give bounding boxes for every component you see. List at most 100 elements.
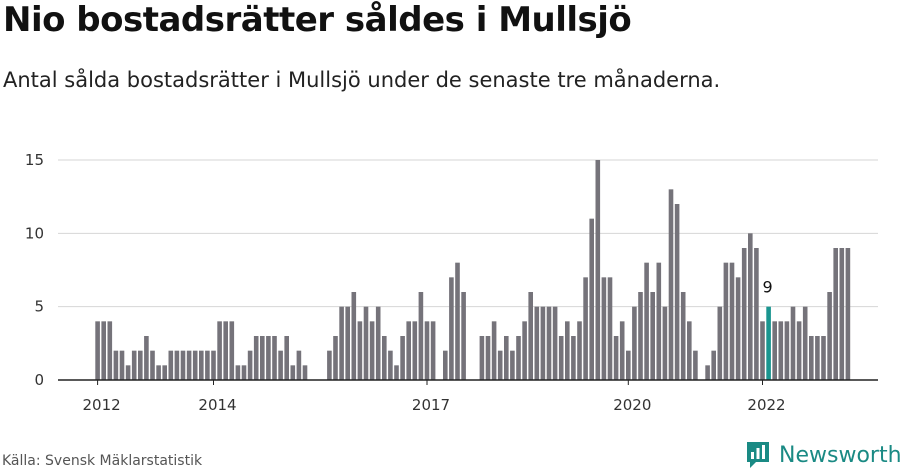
bar [833,248,838,380]
data-label: 9 [763,278,773,297]
bar [595,160,601,380]
bar [199,350,204,380]
bar [113,350,119,380]
bar [522,321,527,380]
bar [174,350,180,380]
bar [491,321,497,380]
bar [601,277,607,380]
y-tick-label: 10 [25,224,44,242]
bar [790,306,796,380]
bar [461,292,466,380]
bar [534,306,540,380]
bar-chart: 0 5 10 15 2012 2014 2017 2020 2022 9 [25,151,878,414]
bar [168,350,174,380]
bar [186,350,192,380]
bar [229,321,235,380]
bar [613,336,619,380]
y-tick-label: 0 [34,371,44,389]
bar [778,321,784,380]
bar [296,350,302,380]
bar [735,277,741,380]
bar [95,321,100,380]
bar [516,336,521,380]
chart-subtitle: Antal sålda bostadsrätter i Mullsjö unde… [3,68,721,92]
bar [497,350,503,380]
bar [272,336,277,380]
bar [253,336,259,380]
bar [351,292,357,380]
bar [394,365,399,380]
bar [565,321,570,380]
bar [809,336,814,380]
bar [357,321,363,380]
bar [131,350,137,380]
bar [650,292,655,380]
bar [687,321,692,380]
newsworthy-logo: Newsworthy [745,440,900,470]
bar [656,262,662,380]
bar [827,292,832,380]
bar [668,189,674,380]
bar [223,321,228,380]
bar [430,321,436,380]
bar [674,204,680,380]
bar [333,336,338,380]
bar [119,350,125,380]
bar [638,292,643,380]
bar [339,306,344,380]
bar [400,336,405,380]
source-note: Källa: Svensk Mäklarstatistik [2,453,203,469]
bar [723,262,729,380]
bar [741,248,747,380]
bar [717,306,723,380]
bar [845,248,851,380]
bar [247,350,253,380]
bar [796,321,802,380]
bar [217,321,222,380]
bar [382,336,387,380]
bar [577,321,582,380]
bar [290,365,296,380]
bar [284,336,289,380]
bar [101,321,106,380]
x-tick-label: 2012 [83,396,121,414]
bar [619,321,625,380]
bar [302,365,308,380]
bar [406,321,411,380]
bar [662,306,668,380]
bar [150,350,155,380]
x-tick-label: 2014 [198,396,236,414]
bar [711,350,716,380]
bar [626,350,631,380]
bar [241,365,247,380]
bar [375,306,381,380]
bar [693,350,698,380]
bar [125,365,131,380]
bar [205,350,210,380]
bar [546,306,552,380]
bar [180,350,186,380]
bar [644,262,649,380]
bar [443,350,448,380]
brand-name: Newsworthy [779,442,900,468]
bar [729,262,735,380]
bar [589,218,594,380]
bar [278,350,283,380]
bar [754,248,759,380]
x-tick-label: 2020 [613,396,651,414]
bar [107,321,113,380]
bar [424,321,430,380]
bar [192,350,198,380]
y-tick-label: 15 [25,151,44,169]
bar [418,292,424,380]
bar [748,233,753,380]
bar [558,336,564,380]
bar [772,321,777,380]
bar [540,306,546,380]
bar [784,321,790,380]
bar [510,350,515,380]
bar [138,350,143,380]
bar [363,306,369,380]
bar [607,277,613,380]
bar [144,336,149,380]
